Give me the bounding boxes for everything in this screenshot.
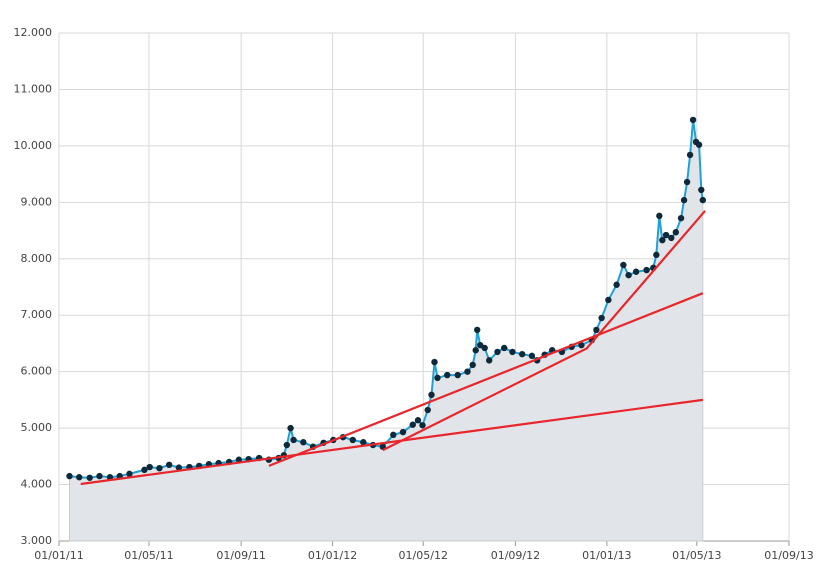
marker <box>659 236 666 244</box>
x-tick-label: 01/01/13 <box>582 549 631 562</box>
marker <box>472 347 479 354</box>
marker <box>290 436 297 444</box>
marker <box>509 348 516 356</box>
marker <box>300 439 307 446</box>
marker <box>605 296 612 304</box>
x-tick-label: 01/05/13 <box>672 549 721 562</box>
marker <box>699 196 707 204</box>
x-tick-label: 01/09/13 <box>764 549 813 562</box>
marker <box>156 464 163 472</box>
marker <box>686 151 694 159</box>
y-tick-label: 3.000 <box>21 534 53 547</box>
marker <box>578 341 585 349</box>
marker <box>283 441 291 449</box>
marker <box>695 141 703 148</box>
marker <box>689 116 697 124</box>
y-tick-label: 11.000 <box>14 82 53 95</box>
marker <box>680 196 688 204</box>
y-tick-label: 5.000 <box>21 421 53 434</box>
trend-line <box>80 398 703 486</box>
x-tick-label: 01/01/11 <box>34 549 83 562</box>
trend-line <box>382 210 706 452</box>
marker <box>86 474 93 481</box>
marker <box>349 436 356 444</box>
marker <box>390 431 397 439</box>
marker <box>494 348 501 356</box>
y-tick-label: 4.000 <box>21 478 53 491</box>
marker <box>96 472 103 480</box>
y-tick-label: 8.000 <box>21 252 53 265</box>
marker <box>141 466 148 474</box>
marker <box>76 474 83 481</box>
marker <box>500 344 508 352</box>
marker <box>419 422 426 429</box>
marker <box>165 461 173 468</box>
marker <box>434 374 441 382</box>
marker <box>409 421 416 428</box>
y-tick-label: 9.000 <box>21 195 53 208</box>
marker <box>698 186 705 194</box>
marker <box>464 368 471 375</box>
marker <box>287 424 294 432</box>
marker <box>66 472 73 480</box>
marker <box>424 406 431 414</box>
marker <box>653 251 660 259</box>
marker <box>518 350 526 358</box>
x-tick-label: 01/05/11 <box>124 549 173 562</box>
marker <box>677 214 685 222</box>
x-tick-label: 01/01/12 <box>308 549 357 562</box>
marker <box>481 344 488 352</box>
marker <box>528 352 536 360</box>
marker <box>632 268 640 275</box>
marker <box>668 234 675 242</box>
marker <box>474 326 481 334</box>
trend-line <box>268 292 704 467</box>
marker <box>469 361 476 369</box>
marker <box>126 470 133 478</box>
x-tick-label: 01/05/12 <box>399 549 448 562</box>
marker <box>146 463 153 471</box>
marker <box>414 417 422 424</box>
marker <box>444 371 451 379</box>
x-tick-label: 01/09/11 <box>216 549 265 562</box>
marker <box>486 357 493 364</box>
marker <box>360 439 367 446</box>
y-tick-label: 6.000 <box>21 365 53 378</box>
marker <box>643 266 650 274</box>
marker <box>175 464 183 471</box>
marker <box>683 178 691 186</box>
y-tick-label: 7.000 <box>21 308 53 321</box>
x-tick-label: 01/09/12 <box>491 549 540 562</box>
marker <box>399 428 407 436</box>
marker <box>620 261 627 269</box>
marker <box>598 314 605 322</box>
marker <box>625 271 632 279</box>
y-tick-label: 10.000 <box>14 139 53 152</box>
marker <box>672 229 680 236</box>
marker <box>431 358 438 366</box>
marker <box>656 212 663 220</box>
marker <box>454 371 461 379</box>
marker <box>593 326 600 334</box>
marker <box>613 281 620 288</box>
marker <box>428 391 435 399</box>
marker <box>662 231 670 239</box>
y-tick-label: 12.000 <box>14 26 53 39</box>
